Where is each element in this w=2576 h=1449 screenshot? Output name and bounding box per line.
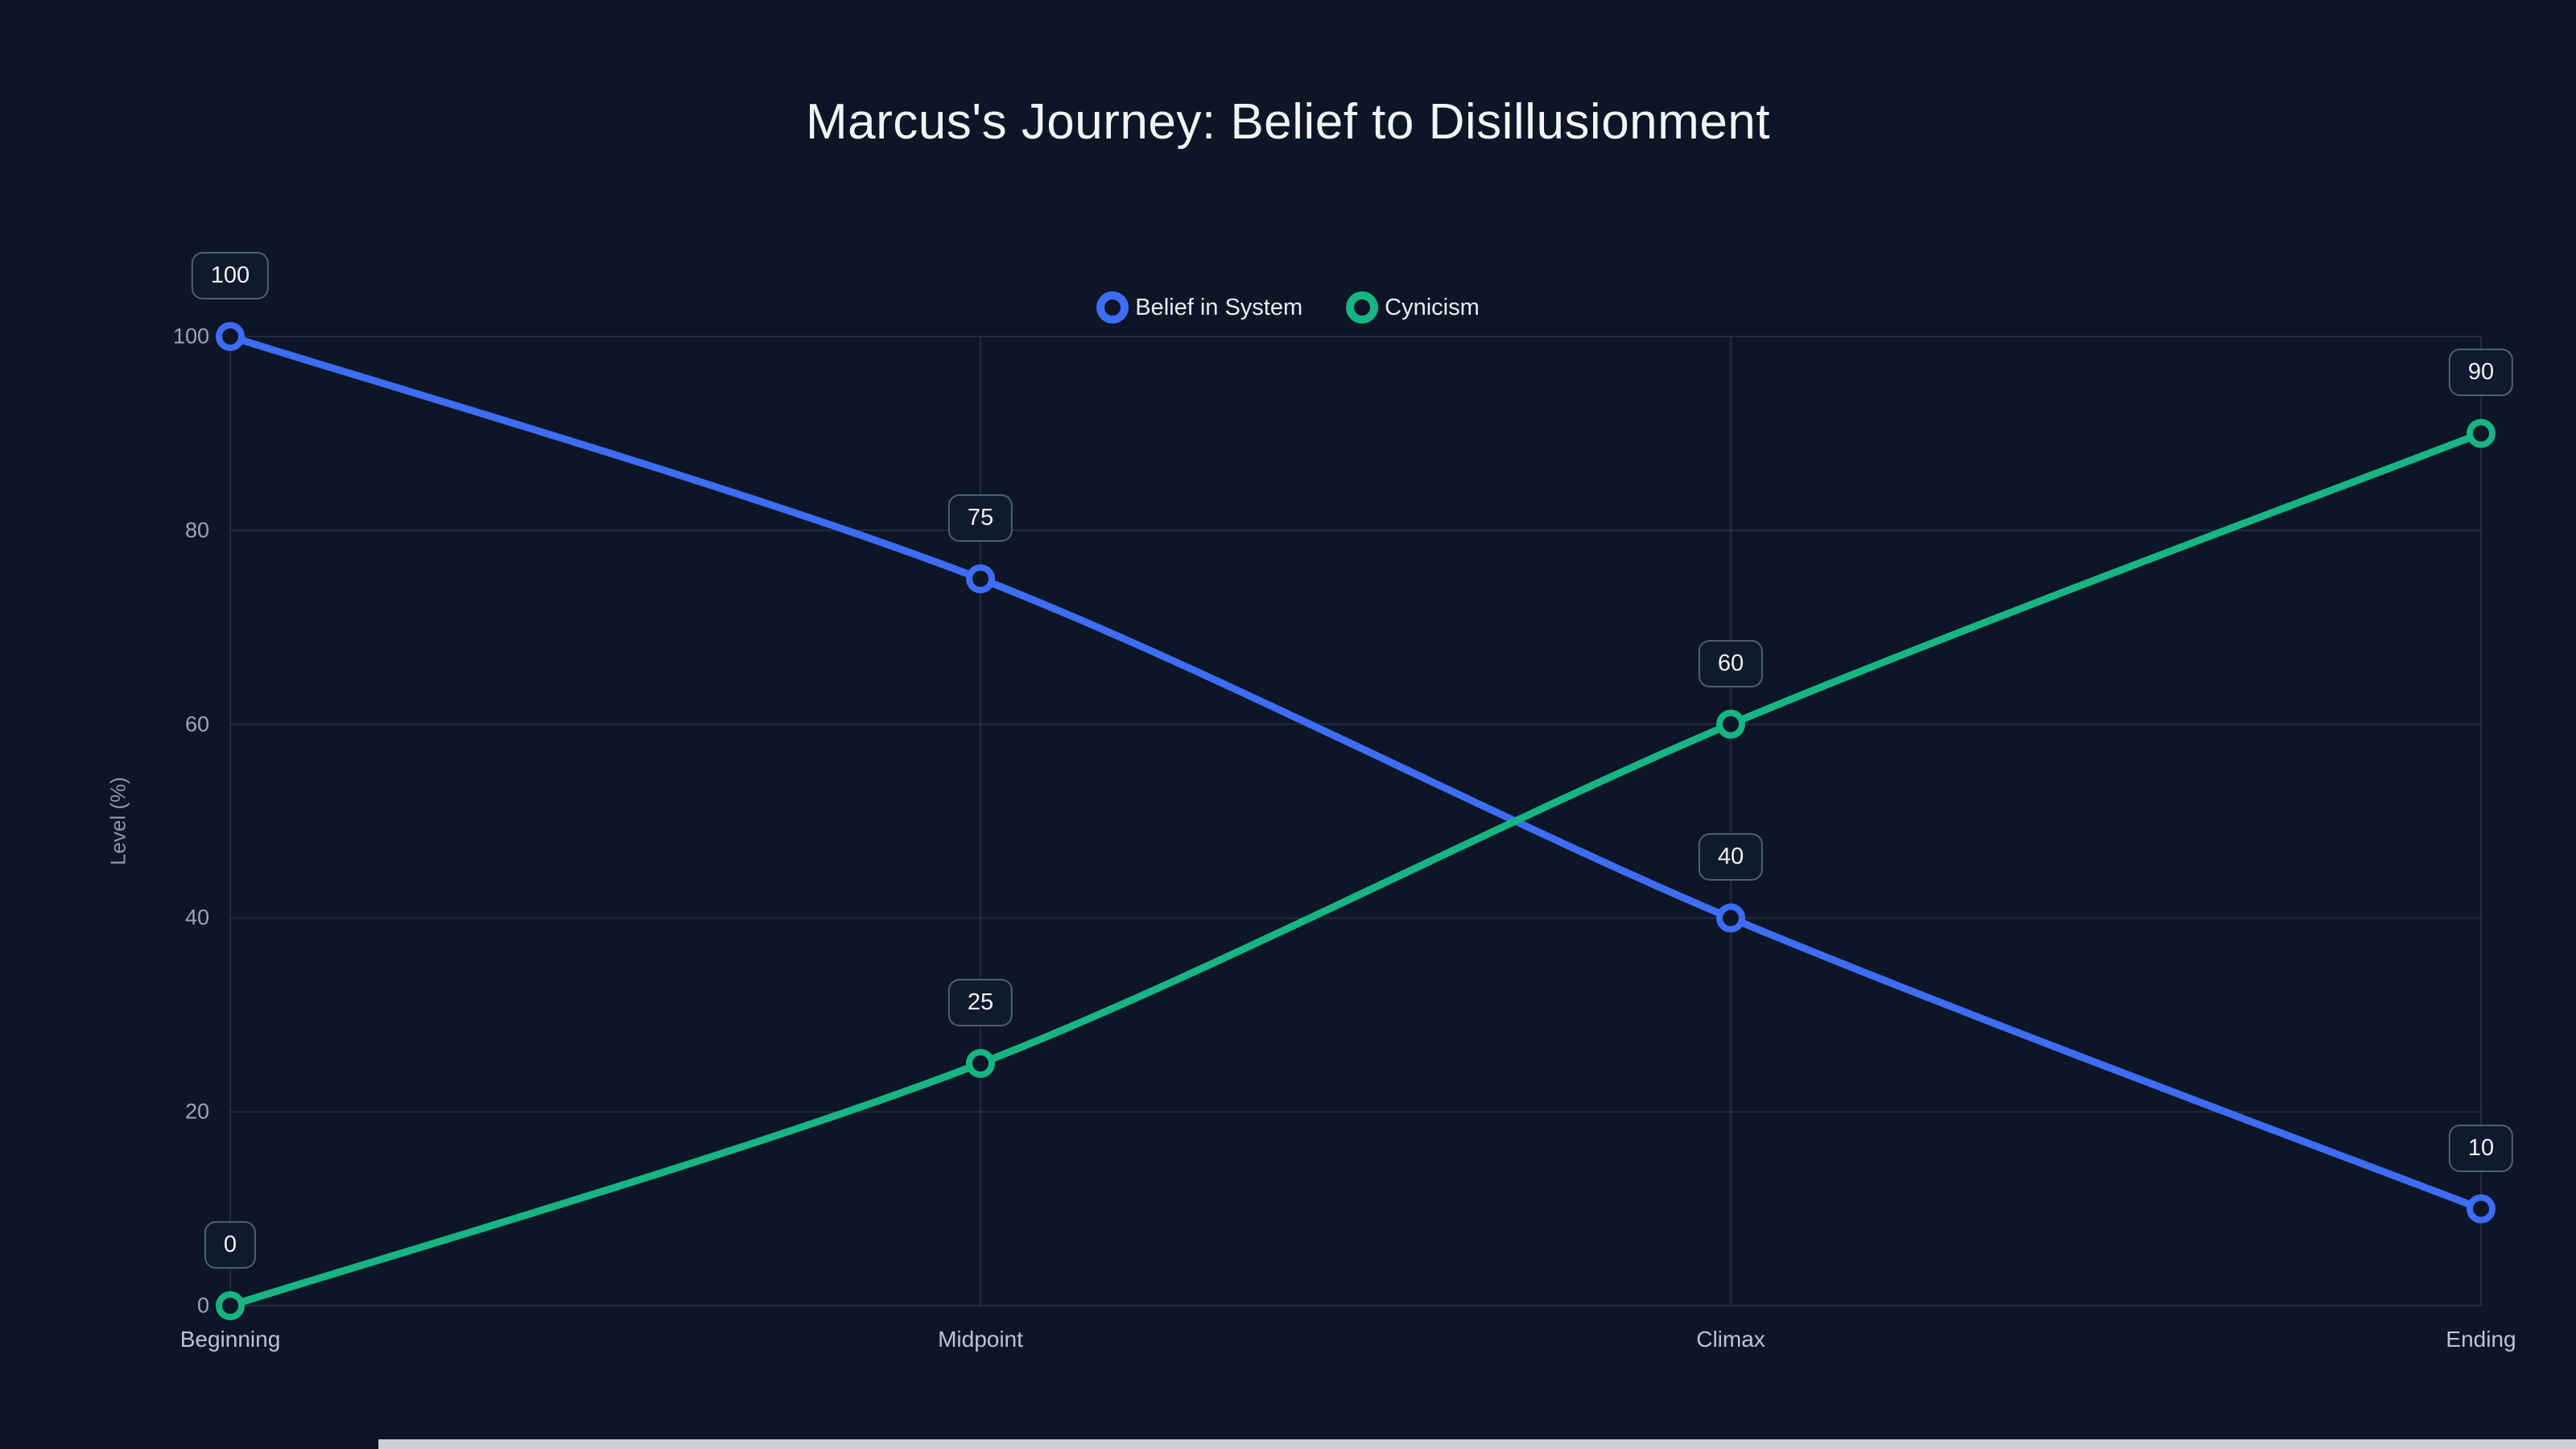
y-axis-title: Level (%) [105,777,130,865]
point-label-badge: 0 [204,1221,257,1269]
x-axis-label: Beginning [180,1327,281,1352]
data-point-belief-in-system[interactable] [966,564,995,593]
data-point-belief-in-system[interactable] [216,322,245,351]
data-point-cynicism[interactable] [2467,419,2496,448]
legend: Belief in System Cynicism [0,288,2576,327]
legend-swatch-icon [1346,291,1379,324]
chart-title: Marcus's Journey: Belief to Disillusionm… [805,94,1771,150]
data-point-cynicism[interactable] [1716,709,1745,739]
y-tick-label: 20 [184,1099,209,1124]
x-axis-label: Ending [2446,1327,2516,1352]
data-point-cynicism[interactable] [966,1049,995,1078]
y-tick-label: 80 [184,518,209,543]
point-label-badge: 10 [2448,1124,2514,1172]
series-line-cynicism [226,429,2485,1310]
y-tick-label: 100 [172,324,209,349]
series-line-belief-in-system [226,332,2485,1213]
y-tick-label: 60 [184,712,209,737]
legend-item-label: Cynicism [1385,294,1480,320]
point-label-badge: 100 [191,252,270,299]
data-point-belief-in-system[interactable] [2467,1194,2496,1224]
point-label-badge: 40 [1698,833,1764,881]
point-label-badge: 25 [947,979,1013,1026]
x-axis-label: Midpoint [938,1327,1023,1352]
legend-swatch-icon [1096,291,1129,324]
data-point-belief-in-system[interactable] [1716,903,1745,933]
legend-item-cynicism[interactable]: Cynicism [1346,291,1480,324]
legend-item-label: Belief in System [1135,294,1303,320]
point-label-badge: 60 [1698,639,1764,687]
point-label-badge: 90 [2448,349,2514,397]
horizontal-scrollbar[interactable] [378,1439,2576,1449]
y-tick-label: 40 [184,905,209,930]
y-tick-label: 0 [196,1293,209,1318]
legend-item-belief-in-system[interactable]: Belief in System [1096,291,1302,324]
point-label-badge: 75 [947,494,1013,542]
data-point-cynicism[interactable] [216,1291,245,1320]
x-axis-label: Climax [1696,1327,1765,1352]
